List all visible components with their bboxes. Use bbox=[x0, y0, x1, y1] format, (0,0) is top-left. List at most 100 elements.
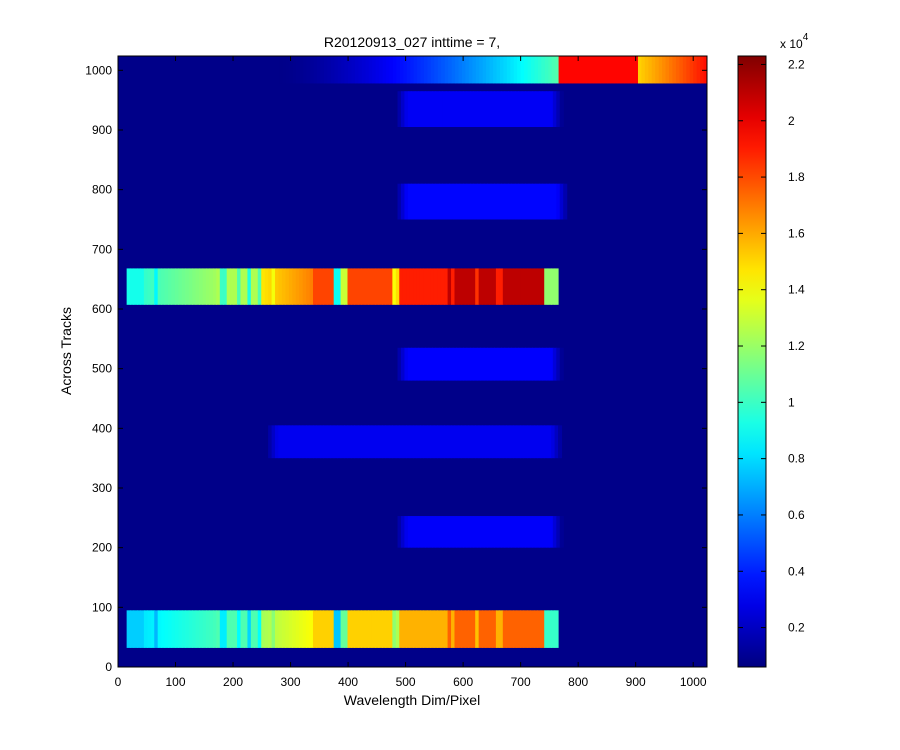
band-5-cell bbox=[552, 183, 557, 220]
band-1-cell bbox=[554, 268, 559, 305]
band-2-cell bbox=[501, 516, 506, 548]
band-4-cell bbox=[504, 347, 509, 381]
band-6-cell bbox=[445, 91, 450, 127]
band-7-cell bbox=[506, 56, 511, 84]
band-0-cell bbox=[402, 610, 407, 648]
band-2-cell bbox=[425, 516, 430, 548]
band-2 bbox=[394, 516, 564, 548]
band-0-cell bbox=[530, 610, 535, 648]
band-3-cell bbox=[492, 425, 497, 459]
band-7-cell bbox=[530, 56, 536, 84]
band-7-cell bbox=[613, 56, 618, 84]
band-7-cell bbox=[634, 56, 639, 84]
band-1-cell bbox=[133, 268, 138, 305]
band-3-cell bbox=[464, 425, 469, 459]
band-1-cell bbox=[147, 268, 152, 305]
band-5-cell bbox=[466, 183, 471, 220]
band-0-cell bbox=[516, 610, 521, 648]
band-2-cell bbox=[487, 516, 492, 548]
band-1-cell bbox=[195, 268, 200, 305]
band-0-cell bbox=[371, 610, 376, 648]
band-0-cell bbox=[461, 610, 466, 648]
band-1-cell bbox=[281, 268, 286, 305]
band-5-cell bbox=[545, 183, 550, 220]
band-5-cell bbox=[514, 183, 519, 220]
band-0-cell bbox=[281, 610, 286, 648]
band-6-cell bbox=[407, 91, 412, 127]
band-4-cell bbox=[438, 347, 444, 381]
band-7-cell bbox=[631, 56, 636, 84]
colorbar-tick-label: 2.2 bbox=[788, 57, 805, 71]
band-3-cell bbox=[402, 425, 407, 459]
band-0-cell bbox=[340, 610, 345, 648]
band-3-cell bbox=[451, 425, 456, 459]
band-7-cell bbox=[386, 56, 391, 84]
band-7-cell bbox=[582, 56, 587, 84]
band-4-cell bbox=[404, 347, 409, 381]
band-1-cell bbox=[254, 268, 259, 305]
x-tick-label: 300 bbox=[281, 675, 301, 689]
band-0-cell bbox=[206, 610, 211, 648]
band-7-cell bbox=[572, 56, 577, 84]
band-3-cell bbox=[547, 425, 552, 459]
band-1-cell bbox=[319, 268, 324, 305]
band-5-cell bbox=[528, 183, 533, 220]
plot-area: 0 100 200 300 400 500 600 700 800 900 1000 0 100 200… bbox=[85, 55, 708, 689]
band-0-cell bbox=[544, 610, 549, 648]
band-0-cell bbox=[492, 610, 497, 648]
band-3-cell bbox=[385, 425, 390, 459]
band-3-cell bbox=[382, 425, 387, 459]
band-7-cell bbox=[562, 56, 567, 84]
band-3-cell bbox=[368, 425, 373, 459]
band-4-cell bbox=[487, 347, 492, 381]
plot-frame bbox=[117, 55, 708, 668]
band-0-cell bbox=[357, 610, 362, 648]
colorbar-exponent: 4 bbox=[803, 32, 809, 43]
band-0-cell bbox=[140, 610, 145, 648]
band-0-cell bbox=[219, 610, 224, 648]
band-7-cell bbox=[662, 56, 667, 84]
band-1-cell bbox=[216, 268, 221, 305]
x-tick-label: 500 bbox=[396, 675, 416, 689]
band-5-cell bbox=[401, 183, 406, 220]
band-7-cell bbox=[410, 56, 415, 84]
band-1-cell bbox=[447, 268, 452, 305]
band-7-cell bbox=[513, 56, 518, 84]
band-5-cell bbox=[497, 183, 502, 220]
band-1-cell bbox=[502, 268, 507, 305]
band-4-cell bbox=[463, 347, 468, 381]
band-4-cell bbox=[459, 347, 464, 381]
band-2-cell bbox=[442, 516, 447, 548]
band-6-cell bbox=[421, 91, 426, 127]
band-0-cell bbox=[406, 610, 411, 648]
band-7-cell bbox=[296, 56, 301, 84]
band-7-cell bbox=[517, 56, 522, 84]
band-0-cell bbox=[437, 610, 442, 648]
band-3-cell bbox=[340, 425, 345, 459]
band-2-cell bbox=[456, 516, 461, 548]
colorbar-ticks: 0.2 0.4 0.6 0.8 1 1.2 1.4 1.6 1.8 2 2.2 bbox=[738, 57, 805, 635]
band-0-cell bbox=[278, 610, 283, 648]
band-7-cell bbox=[461, 56, 467, 84]
colorbar-tick-label: 1.2 bbox=[788, 339, 805, 353]
band-4-cell bbox=[497, 347, 502, 381]
band-0-cell bbox=[537, 610, 542, 648]
band-4-cell bbox=[414, 347, 419, 381]
band-7-cell bbox=[444, 56, 449, 84]
band-1-cell bbox=[337, 268, 342, 305]
band-7-cell bbox=[600, 56, 605, 84]
band-7 bbox=[279, 56, 707, 84]
colorbar-tick-label: 1.6 bbox=[788, 226, 805, 240]
band-7-cell bbox=[413, 56, 418, 84]
band-1-cell bbox=[326, 268, 331, 305]
band-6-cell bbox=[521, 91, 526, 127]
band-2-cell bbox=[532, 516, 537, 548]
band-3-cell bbox=[457, 425, 462, 459]
band-0-cell bbox=[513, 610, 518, 648]
band-0-cell bbox=[288, 610, 293, 648]
band-1-cell bbox=[385, 268, 390, 305]
band-7-cell bbox=[620, 56, 625, 84]
band-7-cell bbox=[289, 56, 294, 84]
band-7-cell bbox=[441, 56, 446, 84]
